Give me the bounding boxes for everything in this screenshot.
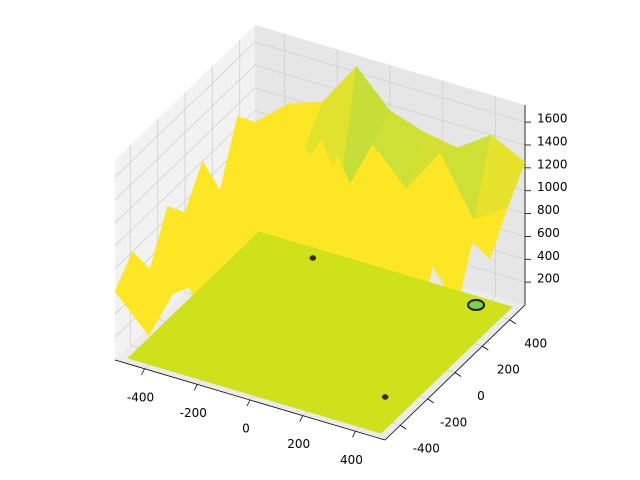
contour-plane [127,231,513,434]
x-tick [299,415,304,422]
contour-point [381,394,389,400]
y-tick-label: 400 [524,336,547,350]
z-tick-label: 200 [537,272,560,286]
y-tick [454,372,462,377]
x-tick-label: 0 [242,422,250,436]
x-tick [141,368,145,375]
y-axis-line [384,304,526,441]
x-tick-label: 200 [287,437,310,451]
y-tick-label: 0 [477,389,485,403]
z-tick-label: 1200 [537,157,568,171]
z-tick-label: 1600 [537,112,568,126]
contour-point [309,255,317,261]
x-tick [352,431,356,438]
y-tick [482,345,489,351]
z-tick-label: 400 [537,249,560,263]
x-tick [193,384,198,391]
x-tick-label: -400 [127,390,154,404]
y-tick-label: 200 [497,363,520,377]
z-tick-label: 600 [537,226,560,240]
z-tick-label: 1000 [537,180,568,194]
z-tick-label: 800 [537,203,560,217]
x-tick-label: 400 [340,453,363,467]
y-tick [427,398,434,404]
y-tick [400,424,407,430]
y-tick-label: -200 [440,415,467,429]
z-grid-line [114,64,526,201]
x-axis-line [114,359,386,441]
x-tick [246,399,251,407]
y-tick [509,319,516,325]
x-tick-label: -200 [180,406,207,420]
contour-point [467,298,486,311]
y-tick-label: -400 [413,442,440,456]
z-tick-label: 1400 [537,135,568,149]
z-grid-line [114,41,526,178]
